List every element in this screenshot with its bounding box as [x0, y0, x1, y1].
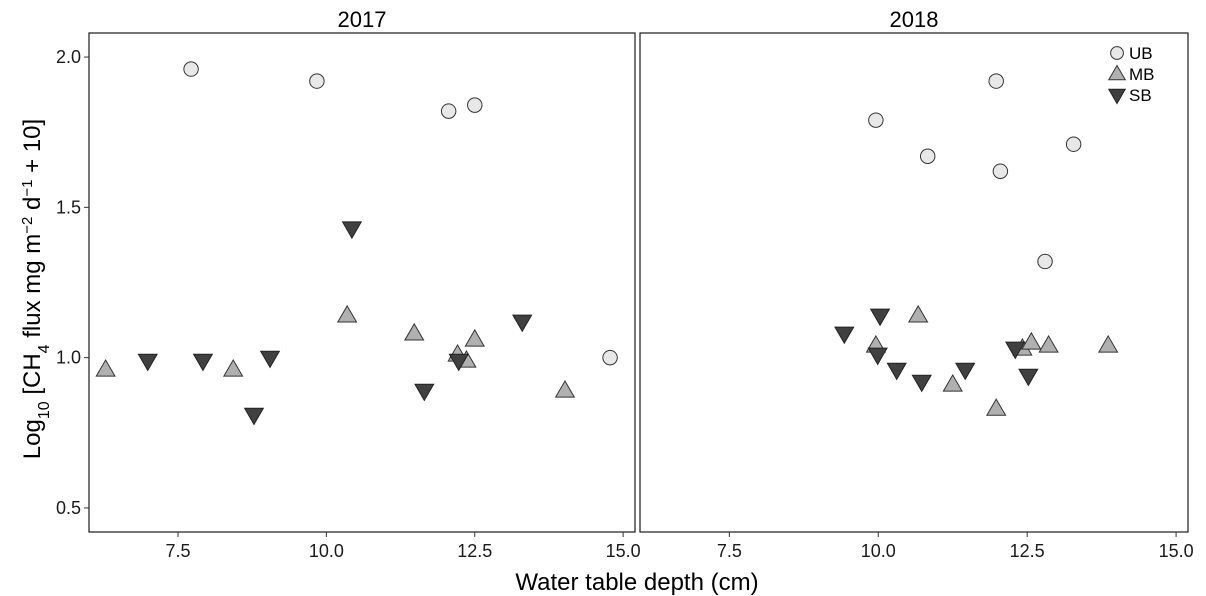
point-MB: [404, 322, 425, 341]
point-SB: [243, 407, 265, 426]
point-UB: [868, 112, 884, 128]
legend-label: UB: [1129, 44, 1153, 63]
y-axis-title: Log10 [CH4 flux mg m−2 d−1 + 10]: [19, 119, 53, 459]
legend-label: SB: [1129, 86, 1152, 105]
point-SB: [834, 326, 855, 345]
point-UB: [1065, 136, 1082, 152]
point-MB: [336, 304, 358, 323]
panel-2017: 2017 7.5 10.0 12.5 15.0 0.5 1.0 1.5 2.0: [56, 7, 641, 561]
point-SB: [512, 314, 533, 333]
point-MB: [554, 380, 576, 398]
x-tick-label: 15.0: [606, 541, 641, 561]
point-SB: [192, 353, 214, 372]
point-SB: [341, 221, 363, 240]
legend-marker-SB: [1107, 88, 1127, 105]
point-MB: [95, 358, 116, 377]
point-UB: [440, 103, 457, 119]
point-MB: [222, 358, 244, 377]
point-SB: [448, 353, 469, 372]
point-UB: [309, 73, 325, 89]
point-SB: [886, 362, 907, 381]
x-tick-label: 7.5: [166, 541, 191, 561]
point-SB: [867, 347, 888, 366]
series-SB: [834, 308, 1039, 393]
point-MB: [464, 328, 485, 347]
point-MB: [1038, 334, 1059, 353]
x-tick-label: 7.5: [717, 541, 742, 561]
point-SB: [414, 383, 435, 402]
series-MB: [865, 304, 1119, 416]
legend-entry-UB: UB: [1110, 44, 1153, 63]
facet-title: 2017: [338, 7, 387, 32]
point-MB: [907, 304, 929, 323]
panel-border: [88, 32, 636, 533]
point-UB: [602, 349, 618, 366]
series-SB: [137, 221, 533, 426]
point-SB: [955, 362, 976, 381]
point-UB: [988, 73, 1004, 89]
point-SB: [1018, 368, 1039, 387]
series-UB: [868, 73, 1082, 270]
point-SB: [259, 350, 281, 369]
point-UB: [919, 148, 936, 164]
y-tick-label: 0.5: [56, 498, 81, 518]
legend: UB MB SB: [1107, 44, 1155, 105]
point-SB: [1005, 341, 1026, 360]
y-tick-label: 2.0: [56, 47, 81, 67]
series-MB: [95, 304, 576, 398]
point-MB: [1097, 334, 1119, 353]
point-SB: [869, 308, 891, 327]
legend-label: MB: [1129, 65, 1155, 84]
axis-titles: Water table depth (cm) Log10 [CH4 flux m…: [19, 119, 759, 596]
panel-border: [639, 32, 1189, 533]
x-tick-label: 12.5: [457, 541, 492, 561]
x-tick-label: 10.0: [309, 541, 344, 561]
point-MB: [1021, 331, 1042, 350]
x-tick-label: 15.0: [1159, 541, 1194, 561]
legend-marker-MB: [1107, 64, 1127, 81]
point-SB: [137, 353, 158, 372]
point-UB: [183, 61, 199, 77]
y-tick-label: 1.5: [56, 197, 81, 217]
point-UB: [1037, 253, 1053, 270]
legend-entry-MB: MB: [1107, 64, 1155, 84]
y-tick-label: 1.0: [56, 348, 81, 368]
x-tick-label: 10.0: [861, 541, 896, 561]
point-MB: [942, 374, 963, 392]
legend-entry-SB: SB: [1107, 86, 1152, 105]
point-UB: [467, 97, 483, 113]
point-SB: [911, 374, 932, 393]
point-MB: [985, 398, 1007, 416]
x-axis-title: Water table depth (cm): [515, 569, 758, 596]
legend-marker-UB: [1110, 46, 1124, 60]
series-UB: [183, 61, 618, 366]
facet-title: 2018: [890, 7, 939, 32]
x-tick-label: 12.5: [1010, 541, 1045, 561]
panels-layer: 2017 7.5 10.0 12.5 15.0 0.5 1.0 1.5 2.0 2018 7.5 10…: [56, 7, 1194, 561]
point-UB: [992, 163, 1009, 180]
panel-2018: 2018 7.5 10.0 12.5 15.0: [639, 7, 1194, 561]
